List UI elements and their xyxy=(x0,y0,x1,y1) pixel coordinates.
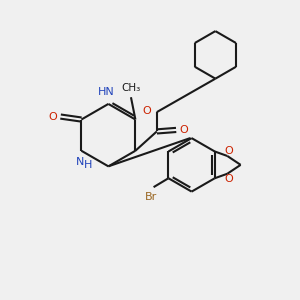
Text: O: O xyxy=(48,112,57,122)
Text: Br: Br xyxy=(145,192,157,202)
Text: O: O xyxy=(180,125,188,135)
Text: H: H xyxy=(84,160,92,170)
Text: O: O xyxy=(143,106,152,116)
Text: N: N xyxy=(76,157,84,167)
Text: O: O xyxy=(224,174,233,184)
Text: CH₃: CH₃ xyxy=(121,83,141,93)
Text: O: O xyxy=(224,146,233,156)
Text: HN: HN xyxy=(98,87,114,98)
